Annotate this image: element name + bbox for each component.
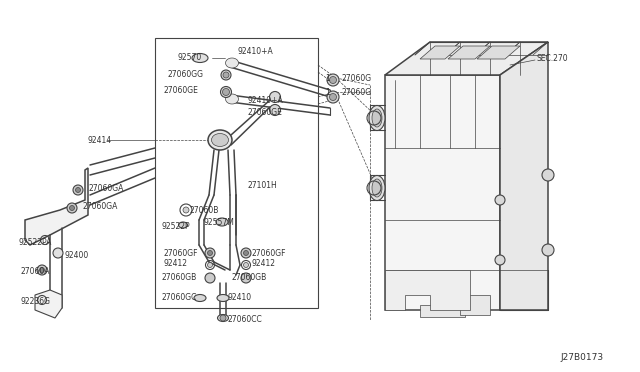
Bar (155, 38, 318, 308)
Text: 92236G: 92236G (20, 298, 50, 307)
Text: 27060GA: 27060GA (88, 183, 124, 192)
Polygon shape (25, 168, 88, 245)
Ellipse shape (216, 218, 228, 226)
Text: 27060G: 27060G (342, 87, 372, 96)
Polygon shape (35, 290, 62, 318)
Text: 27060GE: 27060GE (164, 86, 199, 94)
Ellipse shape (194, 295, 206, 301)
Circle shape (73, 185, 83, 195)
Polygon shape (448, 46, 490, 59)
Text: 27060GE: 27060GE (248, 108, 283, 116)
Circle shape (241, 273, 251, 283)
Polygon shape (420, 46, 460, 59)
Circle shape (220, 315, 226, 321)
Circle shape (269, 105, 280, 115)
Ellipse shape (217, 295, 229, 301)
Text: 1: 1 (325, 74, 330, 83)
Circle shape (53, 248, 63, 258)
Polygon shape (385, 75, 500, 310)
Ellipse shape (211, 134, 228, 147)
Circle shape (207, 250, 212, 256)
Text: 92410: 92410 (228, 294, 252, 302)
Circle shape (207, 263, 212, 267)
Circle shape (241, 248, 251, 258)
Ellipse shape (192, 54, 208, 62)
Text: 92522P: 92522P (162, 221, 191, 231)
Circle shape (542, 244, 554, 256)
Text: 27060B: 27060B (190, 205, 220, 215)
Circle shape (223, 89, 230, 96)
Text: 92412: 92412 (163, 260, 187, 269)
Text: 92570: 92570 (178, 52, 202, 61)
Text: J27B0173: J27B0173 (560, 353, 603, 362)
Circle shape (40, 267, 45, 273)
Text: 27060A: 27060A (20, 266, 49, 276)
Polygon shape (500, 42, 548, 310)
Circle shape (67, 203, 77, 213)
Text: 27060GB: 27060GB (232, 273, 268, 282)
Polygon shape (385, 42, 548, 75)
Text: 27060GB: 27060GB (162, 273, 197, 282)
Text: 27060GF: 27060GF (163, 248, 198, 257)
Polygon shape (385, 270, 470, 310)
Ellipse shape (208, 130, 232, 150)
Bar (460, 295, 490, 315)
Ellipse shape (225, 58, 239, 68)
Circle shape (269, 92, 280, 103)
Text: 92410+A: 92410+A (237, 46, 273, 55)
Ellipse shape (225, 94, 239, 104)
Bar (420, 305, 465, 317)
Circle shape (223, 72, 229, 78)
Circle shape (327, 74, 339, 86)
Circle shape (495, 255, 505, 265)
Text: 27060GC: 27060GC (162, 294, 197, 302)
Text: 27060GA: 27060GA (82, 202, 117, 211)
Circle shape (221, 87, 232, 97)
Ellipse shape (372, 109, 382, 127)
Polygon shape (477, 46, 520, 59)
Ellipse shape (218, 314, 228, 321)
Text: 27060GG: 27060GG (167, 70, 203, 78)
Circle shape (205, 248, 215, 258)
Text: 92557M: 92557M (204, 218, 235, 227)
Ellipse shape (369, 106, 385, 131)
Text: 92410+A: 92410+A (248, 96, 284, 105)
Circle shape (495, 195, 505, 205)
Text: 27060CC: 27060CC (228, 315, 263, 324)
Circle shape (205, 273, 215, 283)
Text: 92414: 92414 (87, 135, 111, 144)
Ellipse shape (179, 222, 188, 228)
Circle shape (243, 263, 248, 267)
Circle shape (542, 169, 554, 181)
Circle shape (330, 77, 337, 83)
Circle shape (327, 91, 339, 103)
Text: 27060GF: 27060GF (252, 248, 287, 257)
Circle shape (243, 250, 248, 256)
Text: 92412: 92412 (252, 260, 276, 269)
Circle shape (37, 265, 47, 275)
Circle shape (70, 205, 74, 211)
Text: 92400: 92400 (64, 250, 88, 260)
Ellipse shape (369, 176, 385, 201)
Circle shape (183, 207, 189, 213)
Text: SEC.270: SEC.270 (537, 54, 568, 62)
Text: 1: 1 (325, 87, 330, 96)
Circle shape (76, 187, 81, 192)
Text: 27101H: 27101H (248, 180, 278, 189)
Circle shape (330, 93, 337, 100)
Text: 27060G: 27060G (342, 74, 372, 83)
Text: 92522PA: 92522PA (18, 237, 51, 247)
Circle shape (221, 70, 231, 80)
Ellipse shape (372, 179, 382, 197)
